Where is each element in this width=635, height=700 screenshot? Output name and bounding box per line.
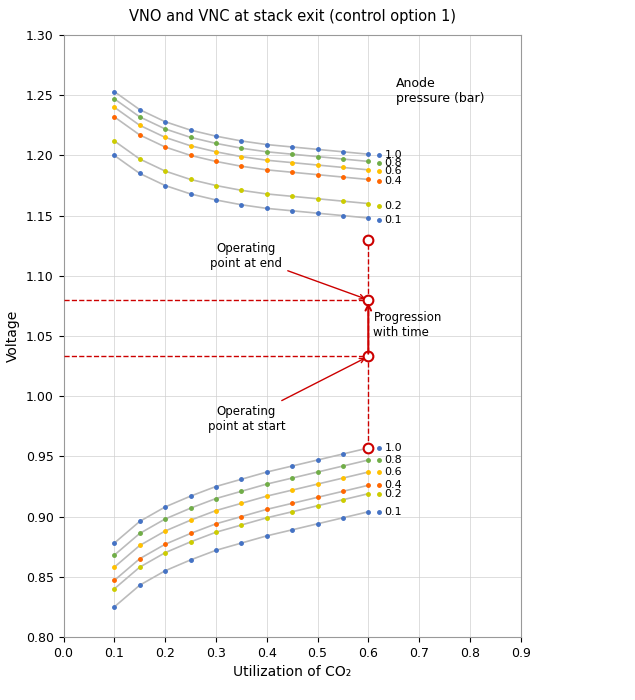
Text: 0.2: 0.2 xyxy=(385,201,403,211)
Text: 0.4: 0.4 xyxy=(385,176,403,186)
Text: Operating
point at start: Operating point at start xyxy=(208,358,364,433)
Text: 1.0: 1.0 xyxy=(385,150,402,160)
Text: 0.6: 0.6 xyxy=(385,467,402,477)
Text: Progression
with time: Progression with time xyxy=(373,311,442,339)
Title: VNO and VNC at stack exit (control option 1): VNO and VNC at stack exit (control optio… xyxy=(129,9,455,24)
Y-axis label: Voltage: Voltage xyxy=(6,310,20,362)
Text: 0.4: 0.4 xyxy=(385,480,403,490)
Text: 0.1: 0.1 xyxy=(385,507,402,517)
Text: 1.0: 1.0 xyxy=(385,443,402,453)
Text: Anode
pressure (bar): Anode pressure (bar) xyxy=(396,77,485,105)
Text: 0.8: 0.8 xyxy=(385,158,403,167)
Text: 0.6: 0.6 xyxy=(385,166,402,176)
Text: 0.2: 0.2 xyxy=(385,489,403,498)
Text: 0.1: 0.1 xyxy=(385,216,402,225)
X-axis label: Utilization of CO₂: Utilization of CO₂ xyxy=(233,665,351,679)
Text: Operating
point at end: Operating point at end xyxy=(210,241,364,299)
Text: 0.8: 0.8 xyxy=(385,455,403,465)
